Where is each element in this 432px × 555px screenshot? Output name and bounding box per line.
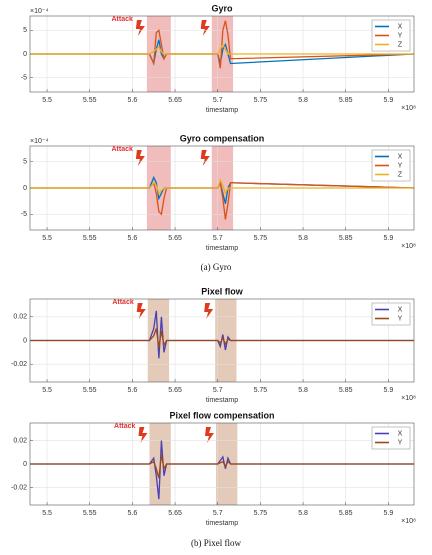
x-exponent: ×10⁸ (401, 395, 416, 402)
x-tick-label: 5.8 (298, 510, 308, 517)
chart-title: Pixel flow compensation (169, 410, 274, 420)
legend-label: Y (398, 315, 403, 322)
axes-frame (29, 145, 415, 231)
lightning-icon (135, 150, 145, 166)
legend-label: X (398, 430, 403, 437)
x-tick-label: 5.65 (168, 387, 182, 394)
y-tick-label: 0.02 (13, 314, 27, 321)
x-tick-label: 5.55 (83, 97, 97, 104)
annotation: Attack (112, 299, 134, 306)
y-tick-label: 5 (23, 159, 27, 166)
lightning-icon (138, 427, 148, 443)
legend-label: X (398, 306, 403, 313)
x-tick-label: 5.7 (213, 387, 223, 394)
x-tick-label: 5.8 (298, 387, 308, 394)
axes-frame (29, 422, 415, 506)
lightning-icon (136, 303, 146, 319)
y-tick-label: -5 (21, 75, 27, 82)
x-tick-label: 5.9 (384, 387, 394, 394)
x-tick-label: 5.75 (254, 387, 268, 394)
axes-frame (29, 298, 415, 383)
x-axis-label: timestamp (206, 107, 238, 114)
x-tick-label: 5.85 (339, 235, 353, 242)
x-tick-label: 5.85 (339, 97, 353, 104)
x-tick-label: 5.75 (254, 235, 268, 242)
y-tick-label: 0 (23, 337, 27, 344)
legend-label: X (398, 23, 403, 30)
caption: (b) Pixel flow (191, 538, 241, 548)
x-tick-label: 5.9 (384, 235, 394, 242)
x-tick-label: 5.7 (213, 510, 223, 517)
x-axis-label: timestamp (206, 245, 238, 252)
y-tick-label: 0 (23, 185, 27, 192)
axes-frame (29, 15, 415, 93)
x-tick-label: 5.9 (384, 510, 394, 517)
x-exponent: ×10⁸ (401, 243, 416, 250)
y-exponent: ×10⁻⁴ (30, 8, 49, 15)
x-tick-label: 5.7 (213, 235, 223, 242)
x-tick-label: 5.65 (168, 97, 182, 104)
annotation: Attack (114, 423, 136, 430)
annotation: Attack (112, 146, 134, 153)
x-axis-label: timestamp (206, 520, 238, 527)
x-exponent: ×10⁸ (401, 105, 416, 112)
x-tick-label: 5.6 (128, 235, 138, 242)
y-tick-label: 0 (23, 51, 27, 58)
x-tick-label: 5.6 (128, 387, 138, 394)
data-line (30, 43, 414, 55)
lightning-icon (135, 20, 145, 36)
x-tick-label: 5.85 (339, 510, 353, 517)
x-tick-label: 5.5 (42, 235, 52, 242)
x-tick-label: 5.9 (384, 97, 394, 104)
x-tick-label: 5.65 (168, 235, 182, 242)
x-tick-label: 5.65 (168, 510, 182, 517)
x-tick-label: 5.5 (42, 97, 52, 104)
caption: (a) Gyro (201, 262, 232, 272)
x-tick-label: 5.75 (254, 97, 268, 104)
x-tick-label: 5.55 (83, 510, 97, 517)
chart-title: Gyro compensation (180, 133, 265, 143)
x-tick-label: 5.6 (128, 97, 138, 104)
data-line (30, 178, 414, 195)
y-tick-label: 0 (23, 461, 27, 468)
lightning-icon (204, 303, 214, 319)
y-tick-label: -5 (21, 211, 27, 218)
x-axis-label: timestamp (206, 397, 238, 404)
x-exponent: ×10⁸ (401, 518, 416, 525)
x-tick-label: 5.5 (42, 387, 52, 394)
x-tick-label: 5.75 (254, 510, 268, 517)
data-line (30, 328, 414, 348)
x-tick-label: 5.8 (298, 97, 308, 104)
annotation: Attack (112, 16, 134, 23)
y-tick-label: -0.02 (11, 484, 27, 491)
lightning-icon (200, 20, 210, 36)
y-tick-label: 0.02 (13, 437, 27, 444)
y-exponent: ×10⁻⁴ (30, 138, 49, 145)
legend-label: Z (398, 41, 403, 48)
lightning-icon (200, 150, 210, 166)
x-tick-label: 5.55 (83, 235, 97, 242)
lightning-icon (205, 427, 215, 443)
x-tick-label: 5.6 (128, 510, 138, 517)
legend-label: Y (398, 162, 403, 169)
x-tick-label: 5.85 (339, 387, 353, 394)
x-tick-label: 5.7 (213, 97, 223, 104)
data-line (30, 454, 414, 479)
x-tick-label: 5.5 (42, 510, 52, 517)
legend-box (371, 302, 411, 326)
legend-label: Y (398, 439, 403, 446)
legend-box (371, 426, 411, 450)
legend-label: X (398, 153, 403, 160)
legend-label: Z (398, 171, 403, 178)
chart-title: Pixel flow (201, 286, 244, 296)
x-tick-label: 5.8 (298, 235, 308, 242)
x-tick-label: 5.55 (83, 387, 97, 394)
y-tick-label: -0.02 (11, 361, 27, 368)
chart-title: Gyro (211, 3, 233, 13)
y-tick-label: 5 (23, 27, 27, 34)
legend-label: Y (398, 32, 403, 39)
